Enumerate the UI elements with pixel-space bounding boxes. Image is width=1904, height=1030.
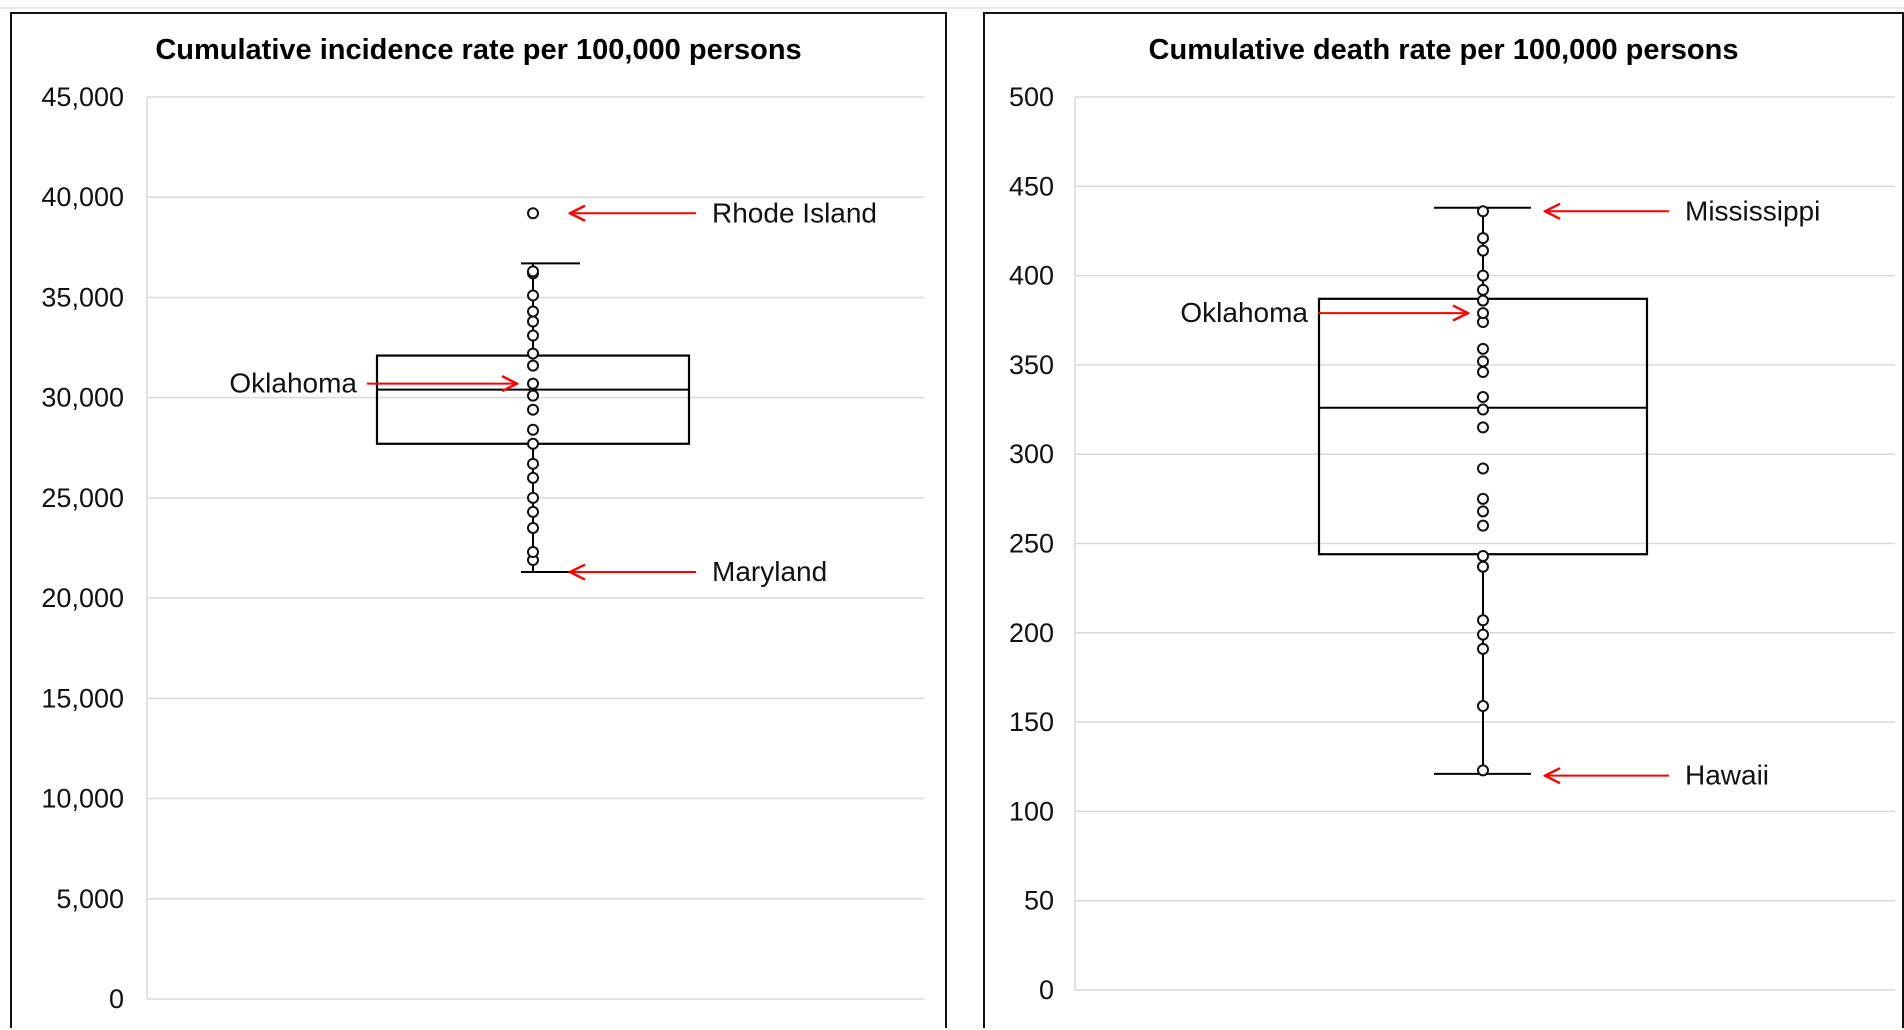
death-y-tick-label: 350 (1009, 350, 1054, 380)
incidence-data-point (527, 471, 539, 484)
incidence-data-point (527, 265, 539, 278)
death-y-tick-label: 250 (1009, 529, 1054, 559)
death-data-point (1477, 505, 1489, 518)
death-annotation-label-hawaii: Hawaii (1685, 760, 1769, 791)
death-chart-plot: 0 50 100 150 200 250 300 350 400 450 500 Mississipp… (1009, 82, 1895, 1005)
incidence-data-point (527, 505, 539, 518)
incidence-y-tick-label: 45,000 (41, 82, 124, 112)
death-y-tick-label: 300 (1009, 439, 1054, 469)
death-y-tick-label: 150 (1009, 707, 1054, 737)
death-y-tick-label: 500 (1009, 82, 1054, 112)
death-data-point (1477, 391, 1489, 404)
incidence-y-tick-label: 35,000 (41, 282, 124, 312)
incidence-data-point (527, 289, 539, 302)
death-y-tick-label: 450 (1009, 171, 1054, 201)
incidence-data-point (527, 359, 539, 372)
incidence-annotation-label-maryland: Maryland (712, 556, 827, 587)
incidence-y-tick-label: 25,000 (41, 483, 124, 513)
death-y-tick-label: 50 (1024, 886, 1054, 916)
death-data-point (1477, 614, 1489, 627)
death-data-point (1477, 560, 1489, 573)
death-data-point (1477, 355, 1489, 368)
death-data-point (1477, 366, 1489, 379)
incidence-y-tick-label: 20,000 (41, 583, 124, 613)
incidence-data-point (527, 437, 539, 450)
death-data-point (1477, 764, 1489, 777)
incidence-data-point (527, 329, 539, 342)
death-y-tick-label: 100 (1009, 796, 1054, 826)
incidence-data-point (527, 315, 539, 328)
incidence-data-point (527, 491, 539, 504)
incidence-y-tick-label: 40,000 (41, 182, 124, 212)
incidence-data-point (527, 347, 539, 360)
death-data-point (1477, 205, 1489, 218)
incidence-data-point (527, 546, 539, 559)
death-data-point (1477, 421, 1489, 434)
incidence-outlier-point (527, 207, 539, 220)
death-data-point (1477, 550, 1489, 563)
death-data-point (1477, 232, 1489, 245)
incidence-y-tick-label: 30,000 (41, 383, 124, 413)
death-annotation-label-oklahoma: Oklahoma (1180, 297, 1308, 328)
incidence-chart-title: Cumulative incidence rate per 100,000 pe… (155, 34, 802, 66)
incidence-data-point (527, 377, 539, 390)
incidence-y-tick-label: 0 (109, 984, 124, 1014)
death-data-point (1477, 700, 1489, 713)
death-chart-title: Cumulative death rate per 100,000 person… (1148, 34, 1739, 66)
incidence-y-tick-label: 10,000 (41, 784, 124, 814)
death-data-point (1477, 269, 1489, 282)
incidence-y-tick-label: 5,000 (56, 884, 124, 914)
incidence-chart-panel: Cumulative incidence rate per 100,000 pe… (10, 12, 947, 1028)
incidence-data-point (527, 403, 539, 416)
death-annotation-label-mississippi: Mississippi (1685, 195, 1820, 226)
death-data-point (1477, 244, 1489, 257)
death-y-tick-label: 0 (1039, 975, 1054, 1005)
death-data-point (1477, 642, 1489, 655)
death-data-point (1477, 342, 1489, 355)
death-chart-panel: Cumulative death rate per 100,000 person… (983, 12, 1904, 1028)
death-data-point (1477, 462, 1489, 475)
death-data-point (1477, 492, 1489, 505)
death-data-point (1477, 283, 1489, 296)
incidence-data-point (527, 521, 539, 534)
incidence-data-point (527, 305, 539, 318)
incidence-data-point (527, 457, 539, 470)
death-data-point (1477, 403, 1489, 416)
incidence-chart-plot: 0 5,000 10,000 15,000 20,000 25,000 30,000 35,0… (41, 82, 924, 1014)
death-data-point (1477, 294, 1489, 307)
incidence-annotation-label-rhode-island: Rhode Island (712, 197, 877, 228)
death-data-point (1477, 628, 1489, 641)
death-data-point (1477, 519, 1489, 532)
incidence-data-point (527, 389, 539, 402)
death-y-tick-label: 400 (1009, 261, 1054, 291)
incidence-annotation-label-oklahoma: Oklahoma (229, 368, 357, 399)
death-data-point (1477, 307, 1489, 320)
death-y-tick-label: 200 (1009, 618, 1054, 648)
incidence-y-tick-label: 15,000 (41, 683, 124, 713)
incidence-data-point (527, 423, 539, 436)
